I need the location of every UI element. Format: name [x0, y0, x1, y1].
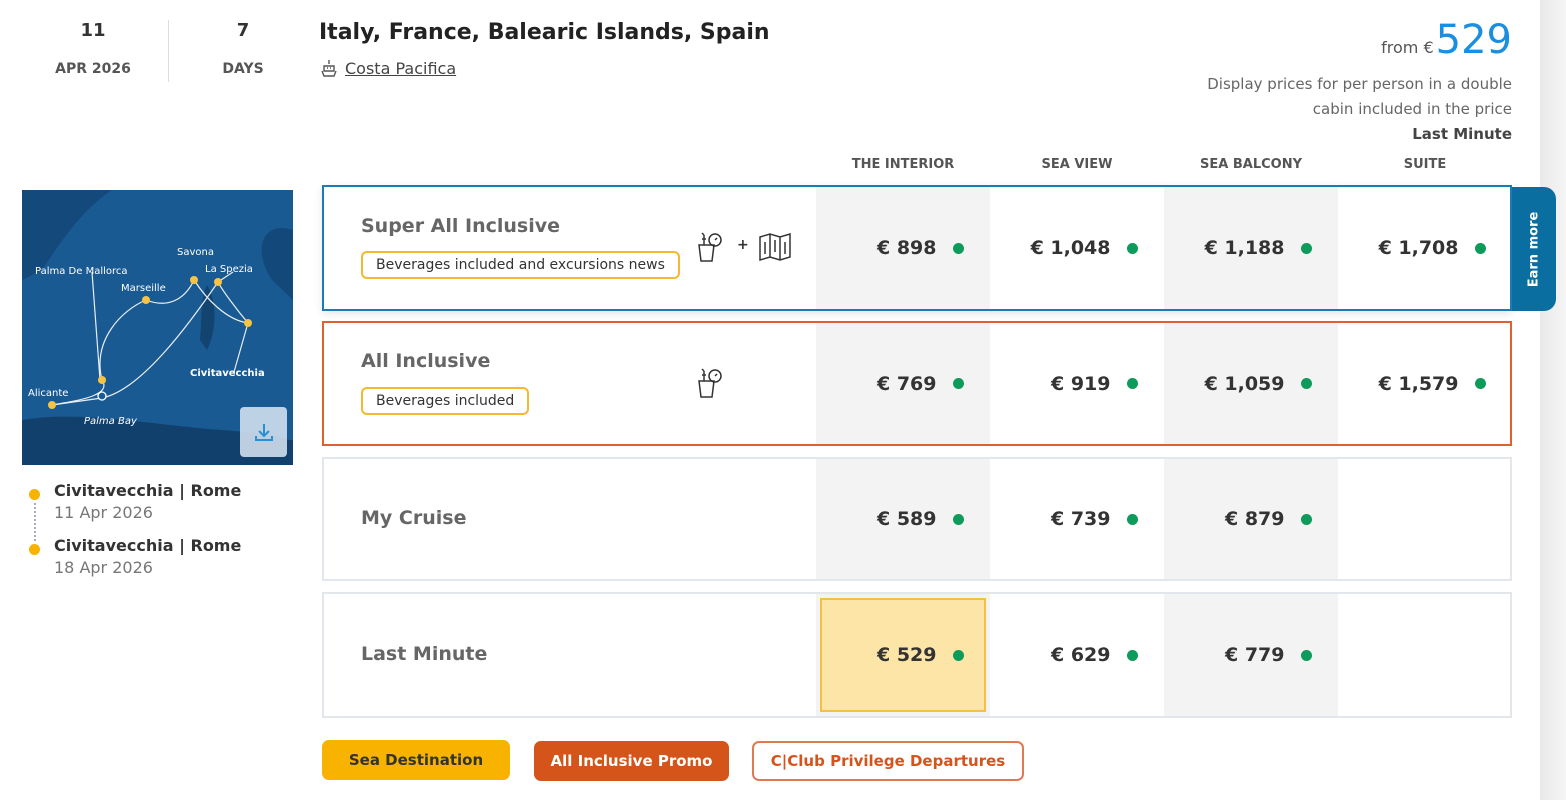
column-header-interior: THE INTERIOR [851, 157, 955, 172]
price-interior[interactable]: € 589 [877, 508, 937, 530]
earn-more-label: Earn more [1526, 211, 1542, 287]
fare-badge: Beverages included [361, 387, 530, 415]
divider [168, 20, 169, 82]
price-fare: Last Minute [1412, 125, 1512, 143]
plus-sign: + [737, 237, 749, 253]
column-header-suite: SUITE [1403, 157, 1447, 172]
price-sea-view[interactable]: € 739 [1051, 508, 1111, 530]
map-label: Palma Bay [84, 416, 137, 427]
departure-day: 11 [80, 20, 106, 41]
price-sea-balcony[interactable]: € 779 [1225, 644, 1285, 666]
map-download-button[interactable] [240, 407, 287, 457]
cruise-title: Italy, France, Balearic Islands, Spain [319, 20, 770, 45]
fare-row-all-inclusive[interactable]: All Inclusive Beverages included € 769 €… [322, 321, 1512, 446]
duration-unit: DAYS [222, 61, 264, 77]
available-dot [952, 513, 964, 525]
price-interior[interactable]: € 769 [877, 372, 937, 395]
fare-badge: Beverages included and excursions news [361, 251, 680, 279]
price-sea-balcony[interactable]: € 1,188 [1204, 237, 1285, 259]
from-value: 529 [1435, 17, 1512, 63]
price-note: Display prices for per person in a doubl… [1182, 72, 1512, 147]
price-interior[interactable]: € 529 [877, 644, 937, 666]
map-label: La Spezia [205, 264, 253, 275]
fare-row-last-minute[interactable]: Last Minute € 529 € 629 € 779 [322, 592, 1512, 718]
map-label: Savona [177, 247, 214, 258]
map-icon [759, 232, 791, 262]
available-dot [952, 378, 964, 389]
ship-name[interactable]: Costa Pacifica [345, 58, 457, 78]
fare-row-my-cruise[interactable]: My Cruise € 589 € 739 € 879 [322, 457, 1512, 581]
itinerary-line [34, 503, 36, 541]
available-dot [1300, 649, 1312, 661]
available-dot [1126, 378, 1138, 389]
available-dot [1300, 378, 1312, 389]
fare-name: Last Minute [361, 643, 488, 665]
price-sea-view[interactable]: € 1,048 [1030, 237, 1111, 259]
available-dot [1126, 242, 1138, 254]
itinerary-date: 18 Apr 2026 [54, 558, 153, 577]
price-interior[interactable]: € 898 [877, 237, 937, 259]
price-sea-view[interactable]: € 919 [1051, 372, 1111, 395]
available-dot [952, 242, 964, 254]
itinerary-port: Civitavecchia | Rome [54, 536, 242, 555]
price-sea-view[interactable]: € 629 [1051, 644, 1111, 666]
available-dot [1474, 242, 1486, 254]
duration-value: 7 [236, 20, 250, 41]
page-edge [1540, 0, 1566, 800]
download-icon [254, 424, 273, 441]
tag-all-inclusive-promo[interactable]: All Inclusive Promo [534, 741, 729, 781]
fare-name: My Cruise [361, 507, 467, 529]
map-label: Marseille [121, 283, 166, 294]
available-dot [1300, 242, 1312, 254]
price-sea-balcony[interactable]: € 879 [1225, 508, 1285, 530]
ship-link[interactable]: Costa Pacifica [319, 58, 456, 78]
available-dot [1126, 649, 1138, 661]
from-price: from €529 [1381, 20, 1512, 60]
column-header-sea-view: SEA VIEW [1041, 157, 1113, 172]
map-label: Civitavecchia [190, 368, 265, 379]
drinks-icon [698, 368, 722, 398]
departure-month: APR 2026 [55, 61, 131, 77]
ship-icon [321, 60, 337, 77]
price-suite[interactable]: € 1,579 [1378, 372, 1459, 395]
price-sea-balcony[interactable]: € 1,059 [1204, 372, 1285, 395]
end-port-dot [29, 544, 40, 555]
tag-sea-destination[interactable]: Sea Destination [322, 740, 510, 780]
price-note-text: Display prices for per person in a doubl… [1207, 75, 1512, 118]
available-dot [952, 649, 964, 661]
fare-name: All Inclusive [361, 350, 491, 372]
fare-row-super-all-inclusive[interactable]: Super All Inclusive Beverages included a… [322, 185, 1512, 311]
map-graphic [22, 190, 293, 465]
available-dot [1126, 513, 1138, 525]
price-suite[interactable]: € 1,708 [1378, 237, 1459, 259]
start-port-dot [29, 489, 40, 500]
itinerary-port: Civitavecchia | Rome [54, 481, 242, 500]
itinerary-date: 11 Apr 2026 [54, 503, 153, 522]
fare-name: Super All Inclusive [361, 215, 561, 237]
tag-cclub-privilege[interactable]: C|Club Privilege Departures [752, 741, 1024, 781]
from-label: from € [1381, 38, 1434, 57]
available-dot [1474, 378, 1486, 389]
drinks-icon [698, 232, 722, 262]
column-header-sea-balcony: SEA BALCONY [1200, 157, 1302, 172]
route-map[interactable]: Savona Palma De Mallorca La Spezia Marse… [22, 190, 293, 465]
map-label: Palma De Mallorca [35, 266, 128, 277]
available-dot [1300, 513, 1312, 525]
selected-price-cell[interactable]: € 529 [820, 598, 986, 712]
map-label: Alicante [28, 388, 69, 399]
earn-more-tab[interactable]: Earn more [1512, 187, 1556, 311]
